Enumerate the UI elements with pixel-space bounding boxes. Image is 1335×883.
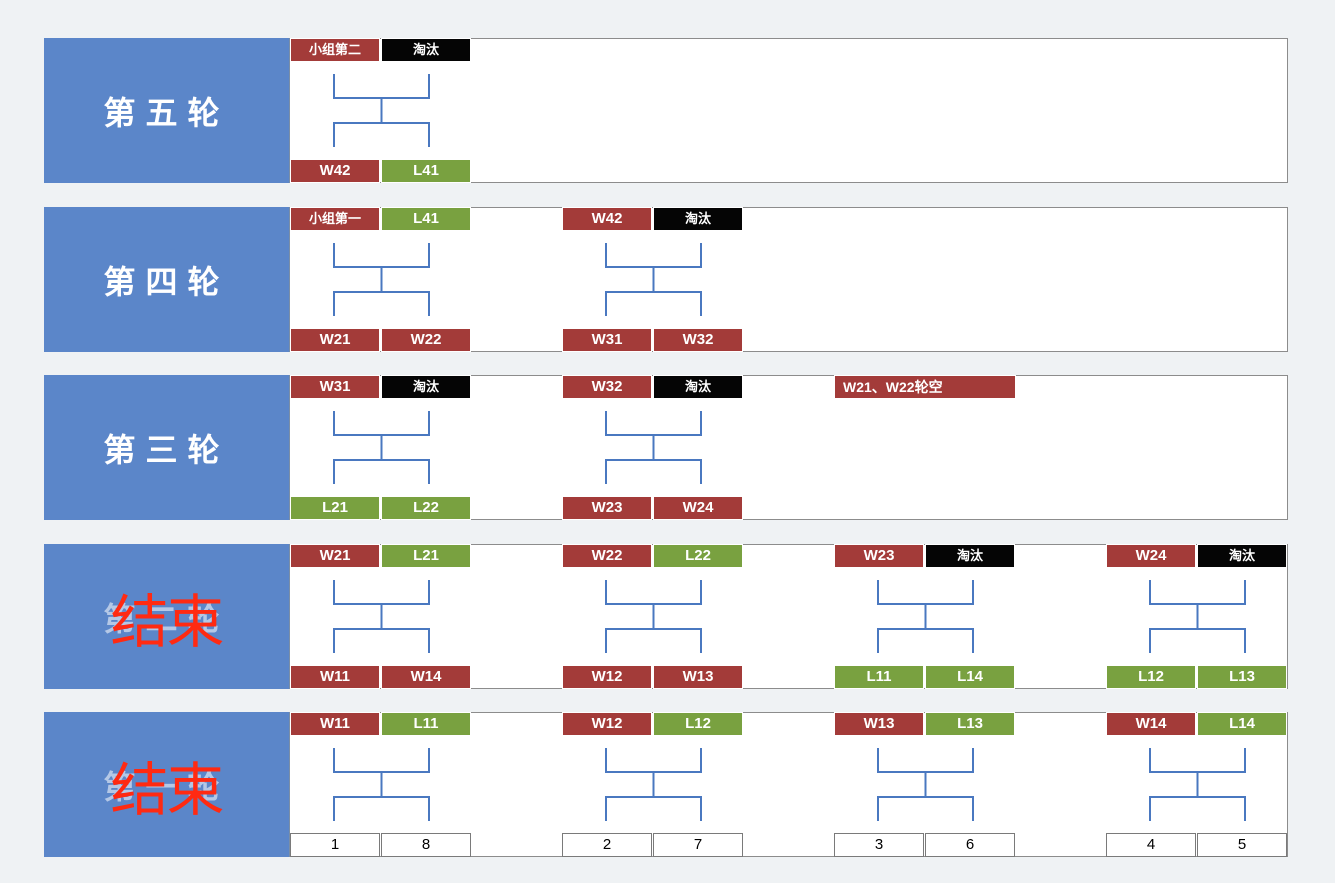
slot-bottom: 7 [653, 833, 743, 857]
slot-top: W23 [834, 544, 924, 568]
slot-top: L14 [1197, 712, 1287, 736]
slot-top: 淘汰 [381, 375, 471, 399]
slot-bottom: L12 [1106, 665, 1196, 689]
bracket-connector [605, 748, 702, 821]
round-label: 第二轮 结束 [44, 544, 290, 689]
slot-top: 淘汰 [381, 38, 471, 62]
slot-bottom: W32 [653, 328, 743, 352]
slot-top: W31 [290, 375, 380, 399]
slot-bottom: W11 [290, 665, 380, 689]
round-label: 第五轮 [44, 38, 290, 183]
slot-bottom: L41 [381, 159, 471, 183]
slot-top: W12 [562, 712, 652, 736]
bracket-line [333, 243, 430, 316]
bracket-connector [877, 748, 974, 821]
slot-top: 淘汰 [653, 207, 743, 231]
bracket-line [605, 243, 702, 316]
slot-top: L22 [653, 544, 743, 568]
slot-top: W22 [562, 544, 652, 568]
slot-top: 淘汰 [1197, 544, 1287, 568]
slot-top: W14 [1106, 712, 1196, 736]
round-name: 第三轮 [103, 430, 230, 469]
bracket-connector [605, 580, 702, 653]
slot-top: 淘汰 [925, 544, 1015, 568]
round-name: 第四轮 [103, 262, 230, 301]
slot-top: L13 [925, 712, 1015, 736]
slot-bottom: 6 [925, 833, 1015, 857]
slot-bottom: W42 [290, 159, 380, 183]
bye-note: W21、W22轮空 [834, 375, 1016, 399]
slot-bottom: W23 [562, 496, 652, 520]
slot-top: L12 [653, 712, 743, 736]
bracket-line [333, 74, 430, 147]
slot-bottom: L11 [834, 665, 924, 689]
slot-bottom: W21 [290, 328, 380, 352]
bracket-connector [333, 243, 430, 316]
bracket-connector [333, 411, 430, 484]
slot-top: W13 [834, 712, 924, 736]
bracket-connector [605, 411, 702, 484]
bracket-line [333, 580, 430, 653]
round-name: 第一轮 [103, 767, 230, 806]
slot-bottom: W31 [562, 328, 652, 352]
bracket-connector [1149, 748, 1246, 821]
slot-top: W42 [562, 207, 652, 231]
bracket-line [877, 580, 974, 653]
slot-top: L41 [381, 207, 471, 231]
slot-top: 小组第二 [290, 38, 380, 62]
round-name: 第五轮 [103, 93, 230, 132]
slot-top: L21 [381, 544, 471, 568]
slot-top: W32 [562, 375, 652, 399]
slot-bottom: 1 [290, 833, 380, 857]
slot-bottom: 8 [381, 833, 471, 857]
slot-bottom: W12 [562, 665, 652, 689]
slot-bottom: L14 [925, 665, 1015, 689]
slot-bottom: L21 [290, 496, 380, 520]
bracket-line [605, 748, 702, 821]
slot-top: 小组第一 [290, 207, 380, 231]
slot-bottom: 2 [562, 833, 652, 857]
bracket-connector [605, 243, 702, 316]
slot-bottom: W14 [381, 665, 471, 689]
slot-bottom: 3 [834, 833, 924, 857]
round-label: 第四轮 [44, 207, 290, 352]
bracket-connector [1149, 580, 1246, 653]
bracket-connector [333, 580, 430, 653]
slot-top: 淘汰 [653, 375, 743, 399]
slot-top: W24 [1106, 544, 1196, 568]
bracket-connector [333, 748, 430, 821]
bracket-connector [333, 74, 430, 147]
finished-stamp: 结束 [110, 755, 224, 824]
slot-top: W11 [290, 712, 380, 736]
slot-bottom: W13 [653, 665, 743, 689]
slot-bottom: W24 [653, 496, 743, 520]
bracket-connector [877, 580, 974, 653]
bracket-line [333, 411, 430, 484]
slot-top: L11 [381, 712, 471, 736]
bracket-line [605, 580, 702, 653]
bracket-line [605, 411, 702, 484]
slot-bottom: L22 [381, 496, 471, 520]
slot-bottom: L13 [1197, 665, 1287, 689]
bracket-line [1149, 748, 1246, 821]
finished-stamp: 结束 [110, 587, 224, 656]
bracket-line [877, 748, 974, 821]
round-label: 第一轮 结束 [44, 712, 290, 857]
bracket-line [333, 748, 430, 821]
slot-top: W21 [290, 544, 380, 568]
slot-bottom: W22 [381, 328, 471, 352]
bracket-line [1149, 580, 1246, 653]
slot-bottom: 5 [1197, 833, 1287, 857]
slot-bottom: 4 [1106, 833, 1196, 857]
round-name: 第二轮 [103, 599, 230, 638]
round-label: 第三轮 [44, 375, 290, 520]
